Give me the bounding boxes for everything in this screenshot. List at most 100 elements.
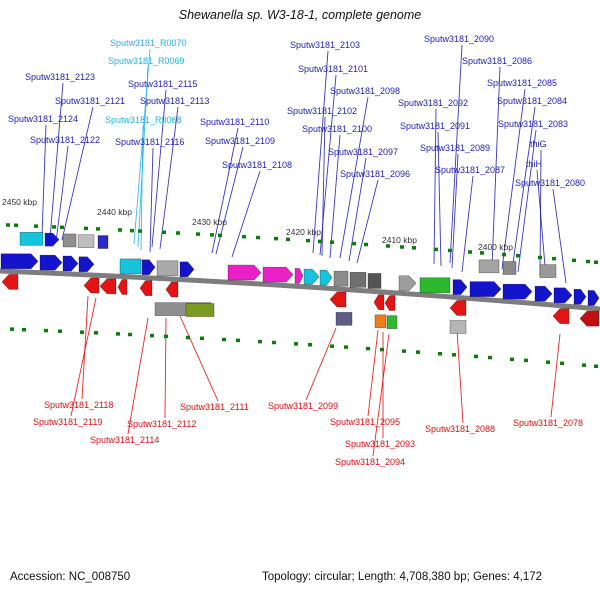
gene-glyph[interactable] <box>333 270 349 287</box>
gene-label[interactable]: Sputw3181_2093 <box>345 439 416 449</box>
gene-label[interactable]: Sputw3181_2121 <box>55 96 126 106</box>
gene-glyph[interactable] <box>452 279 468 295</box>
gene-glyph[interactable] <box>478 259 500 274</box>
gene-glyph[interactable] <box>502 261 517 275</box>
gene-glyph[interactable] <box>97 235 109 249</box>
gene-glyph[interactable] <box>78 256 95 273</box>
gene-label[interactable]: Sputw3181_2116 <box>115 137 185 147</box>
gene-glyph[interactable] <box>185 303 215 317</box>
gene-label[interactable]: Sputw3181_2087 <box>435 165 506 175</box>
gene-label[interactable]: Sputw3181_2098 <box>330 86 401 96</box>
gene-label[interactable]: Sputw3181_2090 <box>424 34 495 44</box>
gene-glyph[interactable] <box>579 310 600 327</box>
gene-glyph[interactable] <box>141 259 156 276</box>
gene-glyph[interactable] <box>62 233 77 248</box>
gene-label[interactable]: Sputw3181_2086 <box>462 56 533 66</box>
gene-label[interactable]: Sputw3181_2080 <box>515 178 586 188</box>
gene-label[interactable]: Sputw3181_2088 <box>425 424 496 434</box>
gene-glyph[interactable] <box>0 253 39 270</box>
gene-label[interactable]: Sputw3181_2084 <box>497 96 568 106</box>
gene-glyph[interactable] <box>19 231 44 246</box>
gene-label[interactable]: Sputw3181_2108 <box>222 160 293 170</box>
gene-glyph[interactable] <box>179 261 195 278</box>
gene-glyph[interactable] <box>1 274 19 290</box>
gene-label[interactable]: Sputw3181_2083 <box>498 119 569 129</box>
gene-glyph[interactable] <box>44 232 60 247</box>
gene-label[interactable]: Sputw3181_R0068 <box>105 115 182 125</box>
gene-label[interactable]: Sputw3181_2119 <box>33 417 103 427</box>
gene-label[interactable]: Sputw3181_2092 <box>398 98 469 108</box>
gene-glyph[interactable] <box>117 279 128 295</box>
gene-glyph[interactable] <box>139 280 153 296</box>
gene-glyph[interactable] <box>349 272 367 288</box>
gene-glyph[interactable] <box>329 291 347 308</box>
gene-glyph[interactable] <box>294 268 304 284</box>
gene-label[interactable]: thiG <box>530 139 547 149</box>
feature-tick <box>412 246 416 250</box>
gene-glyph[interactable] <box>384 295 396 311</box>
gene-label[interactable]: Sputw3181_R0069 <box>108 56 185 66</box>
gene-glyph[interactable] <box>587 290 600 306</box>
gene-glyph[interactable] <box>303 268 320 285</box>
gene-label[interactable]: Sputw3181_2123 <box>25 72 96 82</box>
gene-label[interactable]: Sputw3181_2100 <box>302 124 373 134</box>
gene-glyph[interactable] <box>398 275 417 292</box>
feature-tick <box>80 330 84 334</box>
gene-label[interactable]: Sputw3181_2085 <box>487 78 558 88</box>
gene-label[interactable]: Sputw3181_2113 <box>140 96 210 106</box>
gene-glyph[interactable] <box>62 255 79 272</box>
feature-tick <box>286 237 290 242</box>
gene-label[interactable]: Sputw3181_2099 <box>268 401 339 411</box>
gene-label[interactable]: Sputw3181_2118 <box>44 400 114 410</box>
gene-label[interactable]: Sputw3181_2114 <box>90 435 160 445</box>
gene-label[interactable]: Sputw3181_2091 <box>400 121 471 131</box>
gene-label[interactable]: Sputw3181_2094 <box>335 457 406 467</box>
gene-glyph[interactable] <box>449 300 467 316</box>
gene-glyph[interactable] <box>39 254 63 271</box>
gene-glyph[interactable] <box>119 258 142 275</box>
gene-label[interactable]: Sputw3181_2122 <box>30 135 101 145</box>
gene-glyph[interactable] <box>553 287 573 304</box>
gene-glyph[interactable] <box>469 281 502 297</box>
gene-glyph[interactable] <box>367 273 382 289</box>
gene-glyph[interactable] <box>419 277 451 294</box>
gene-glyph[interactable] <box>319 269 333 286</box>
gene-glyph[interactable] <box>534 285 553 302</box>
gene-glyph[interactable] <box>573 288 587 305</box>
gene-label[interactable]: Sputw3181_2089 <box>420 143 491 153</box>
gene-label[interactable]: Sputw3181_2097 <box>328 147 399 157</box>
gene-glyph[interactable] <box>449 320 467 334</box>
gene-label[interactable]: Sputw3181_2110 <box>200 117 270 127</box>
gene-glyph[interactable] <box>335 312 353 326</box>
gene-glyph[interactable] <box>386 315 398 329</box>
gene-label[interactable]: Sputw3181_2095 <box>330 417 401 427</box>
gene-label[interactable]: Sputw3181_2096 <box>340 169 411 179</box>
gene-glyph[interactable] <box>373 294 385 311</box>
feature-tick <box>52 225 56 229</box>
gene-glyph[interactable] <box>165 281 179 298</box>
gene-label[interactable]: Sputw3181_2124 <box>8 114 79 124</box>
gene-label[interactable]: Sputw3181_2111 <box>180 402 249 412</box>
gene-glyph[interactable] <box>552 308 570 324</box>
feature-tick <box>162 230 166 235</box>
gene-glyph[interactable] <box>83 277 100 294</box>
feature-tick <box>552 256 556 261</box>
gene-glyph[interactable] <box>156 260 179 277</box>
gene-label[interactable]: Sputw3181_2115 <box>128 79 198 89</box>
gene-glyph[interactable] <box>502 283 533 300</box>
gene-glyph[interactable] <box>539 264 557 278</box>
gene-label[interactable]: Sputw3181_2078 <box>513 418 584 428</box>
gene-label[interactable]: Sputw3181_R0070 <box>110 38 187 48</box>
gene-label[interactable]: Sputw3181_2101 <box>298 64 369 74</box>
gene-glyph[interactable] <box>374 314 387 329</box>
gene-label[interactable]: Sputw3181_2103 <box>290 40 361 50</box>
gene-label[interactable]: Sputw3181_2109 <box>205 136 276 146</box>
gene-label[interactable]: Sputw3181_2112 <box>127 419 197 429</box>
gene-label[interactable]: Sputw3181_2102 <box>287 106 358 116</box>
gene-glyph[interactable] <box>227 264 262 281</box>
gene-glyph[interactable] <box>77 234 95 249</box>
gene-glyph[interactable] <box>99 278 117 295</box>
feature-tick <box>502 252 506 257</box>
gene-label[interactable]: thiH <box>526 159 543 169</box>
gene-glyph[interactable] <box>262 266 294 283</box>
